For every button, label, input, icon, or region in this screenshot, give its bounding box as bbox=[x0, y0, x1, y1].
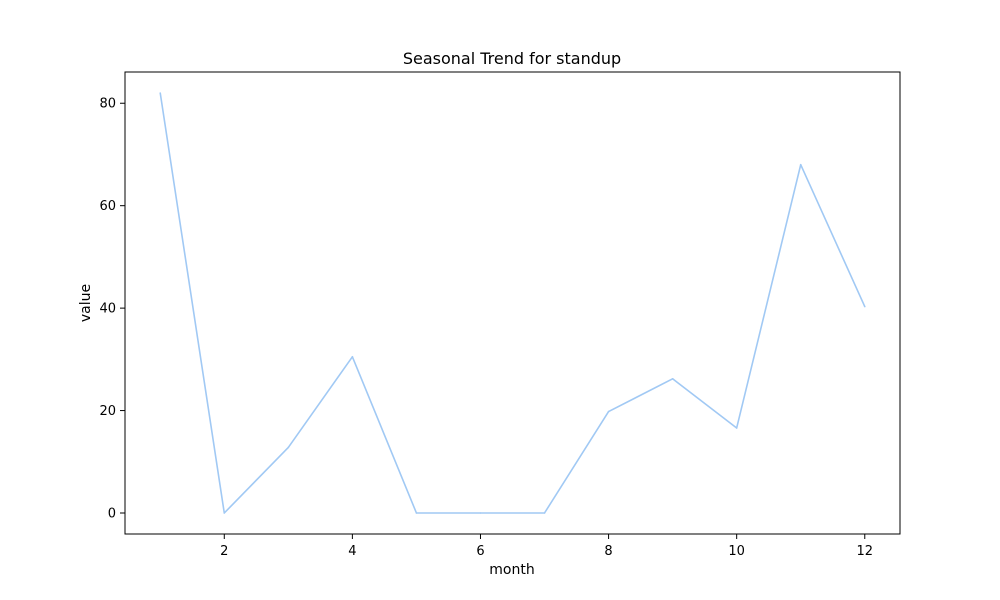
data-point bbox=[799, 163, 802, 166]
series-line bbox=[159, 92, 866, 514]
data-point bbox=[223, 512, 226, 514]
y-axis-label: value bbox=[78, 284, 94, 322]
y-axis-ticks: 0 20 40 60 80 bbox=[99, 97, 125, 522]
y-tick-label: 80 bbox=[99, 97, 116, 112]
x-tick-label: 6 bbox=[476, 544, 484, 559]
x-tick-label: 2 bbox=[220, 544, 228, 559]
data-point bbox=[735, 427, 738, 429]
x-axis-label: month bbox=[489, 562, 534, 578]
data-point bbox=[543, 512, 546, 514]
data-point bbox=[351, 355, 354, 358]
chart-title: Seasonal Trend for standup bbox=[403, 49, 621, 68]
plot-area bbox=[124, 71, 901, 535]
x-axis-ticks: 2 4 6 8 10 12 bbox=[220, 534, 873, 559]
series-layer bbox=[159, 92, 866, 514]
y-tick-label: 0 bbox=[108, 507, 116, 522]
x-tick-label: 4 bbox=[348, 544, 356, 559]
data-point bbox=[479, 512, 482, 514]
x-tick-label: 8 bbox=[604, 544, 612, 559]
y-tick-label: 40 bbox=[99, 302, 116, 317]
x-tick-label: 10 bbox=[728, 544, 745, 559]
data-point bbox=[607, 410, 610, 413]
data-point bbox=[159, 92, 162, 94]
data-point bbox=[287, 446, 290, 449]
data-point bbox=[415, 512, 418, 514]
data-point bbox=[863, 305, 866, 308]
y-tick-label: 20 bbox=[99, 404, 116, 419]
x-tick-label: 12 bbox=[856, 544, 873, 559]
y-tick-label: 60 bbox=[99, 199, 116, 214]
data-point bbox=[671, 378, 674, 380]
